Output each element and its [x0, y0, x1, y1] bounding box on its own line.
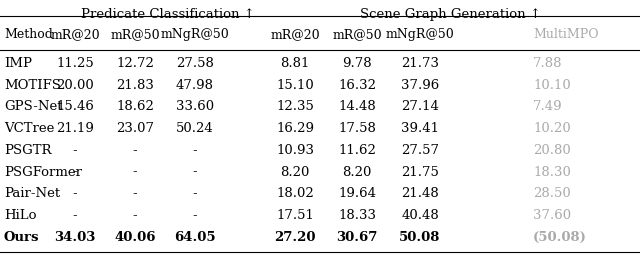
Text: 7.88: 7.88 — [533, 57, 563, 70]
Text: mR@20: mR@20 — [50, 28, 100, 41]
Text: 23.07: 23.07 — [116, 122, 154, 135]
Text: 27.58: 27.58 — [176, 57, 214, 70]
Text: mR@50: mR@50 — [110, 28, 160, 41]
Text: 21.75: 21.75 — [401, 166, 439, 178]
Text: 20.80: 20.80 — [533, 144, 571, 157]
Text: -: - — [132, 144, 138, 157]
Text: IMP: IMP — [4, 57, 32, 70]
Text: 27.57: 27.57 — [401, 144, 439, 157]
Text: 12.35: 12.35 — [276, 100, 314, 113]
Text: 27.20: 27.20 — [275, 231, 316, 244]
Text: 20.00: 20.00 — [56, 79, 94, 92]
Text: 11.62: 11.62 — [338, 144, 376, 157]
Text: MultiMPO: MultiMPO — [533, 28, 598, 41]
Text: 16.32: 16.32 — [338, 79, 376, 92]
Text: -: - — [73, 209, 77, 222]
Text: 34.03: 34.03 — [54, 231, 96, 244]
Text: 16.29: 16.29 — [276, 122, 314, 135]
Text: (50.08): (50.08) — [533, 231, 587, 244]
Text: 39.41: 39.41 — [401, 122, 439, 135]
Text: -: - — [132, 209, 138, 222]
Text: -: - — [73, 144, 77, 157]
Text: 28.50: 28.50 — [533, 187, 571, 200]
Text: PSGFormer: PSGFormer — [4, 166, 82, 178]
Text: Pair-Net: Pair-Net — [4, 187, 60, 200]
Text: 8.20: 8.20 — [280, 166, 310, 178]
Text: HiLo: HiLo — [4, 209, 36, 222]
Text: 10.93: 10.93 — [276, 144, 314, 157]
Text: 33.60: 33.60 — [176, 100, 214, 113]
Text: 37.60: 37.60 — [533, 209, 571, 222]
Text: 47.98: 47.98 — [176, 79, 214, 92]
Text: -: - — [73, 166, 77, 178]
Text: 40.48: 40.48 — [401, 209, 439, 222]
Text: 18.02: 18.02 — [276, 187, 314, 200]
Text: 19.64: 19.64 — [338, 187, 376, 200]
Text: 37.96: 37.96 — [401, 79, 439, 92]
Text: 27.14: 27.14 — [401, 100, 439, 113]
Text: 17.51: 17.51 — [276, 209, 314, 222]
Text: -: - — [132, 187, 138, 200]
Text: 50.08: 50.08 — [399, 231, 441, 244]
Text: 21.83: 21.83 — [116, 79, 154, 92]
Text: 64.05: 64.05 — [174, 231, 216, 244]
Text: mR@20: mR@20 — [270, 28, 320, 41]
Text: 18.30: 18.30 — [533, 166, 571, 178]
Text: 21.19: 21.19 — [56, 122, 94, 135]
Text: 12.72: 12.72 — [116, 57, 154, 70]
Text: 18.33: 18.33 — [338, 209, 376, 222]
Text: MOTIFS: MOTIFS — [4, 79, 61, 92]
Text: -: - — [73, 187, 77, 200]
Text: 21.73: 21.73 — [401, 57, 439, 70]
Text: -: - — [193, 209, 197, 222]
Text: PSGTR: PSGTR — [4, 144, 51, 157]
Text: 15.46: 15.46 — [56, 100, 94, 113]
Text: Predicate Classification ↑: Predicate Classification ↑ — [81, 8, 255, 21]
Text: Method: Method — [4, 28, 53, 41]
Text: 10.10: 10.10 — [533, 79, 571, 92]
Text: 8.81: 8.81 — [280, 57, 310, 70]
Text: 30.67: 30.67 — [336, 231, 378, 244]
Text: 7.49: 7.49 — [533, 100, 563, 113]
Text: -: - — [132, 166, 138, 178]
Text: 14.48: 14.48 — [338, 100, 376, 113]
Text: VCTree: VCTree — [4, 122, 54, 135]
Text: -: - — [193, 166, 197, 178]
Text: Scene Graph Generation ↑: Scene Graph Generation ↑ — [360, 8, 541, 21]
Text: 8.20: 8.20 — [342, 166, 372, 178]
Text: -: - — [193, 144, 197, 157]
Text: -: - — [193, 187, 197, 200]
Text: 18.62: 18.62 — [116, 100, 154, 113]
Text: 40.06: 40.06 — [115, 231, 156, 244]
Text: 50.24: 50.24 — [176, 122, 214, 135]
Text: 21.48: 21.48 — [401, 187, 439, 200]
Text: 17.58: 17.58 — [338, 122, 376, 135]
Text: 10.20: 10.20 — [533, 122, 571, 135]
Text: 9.78: 9.78 — [342, 57, 372, 70]
Text: GPS-Net: GPS-Net — [4, 100, 63, 113]
Text: mNgR@50: mNgR@50 — [161, 28, 229, 41]
Text: 15.10: 15.10 — [276, 79, 314, 92]
Text: mR@50: mR@50 — [332, 28, 382, 41]
Text: 11.25: 11.25 — [56, 57, 94, 70]
Text: mNgR@50: mNgR@50 — [386, 28, 454, 41]
Text: Ours: Ours — [4, 231, 40, 244]
